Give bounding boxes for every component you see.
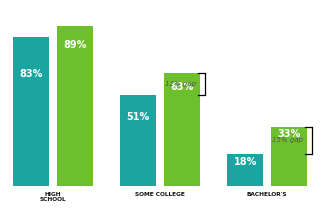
Bar [164,73,200,186]
Bar [13,37,49,186]
Text: 51%: 51% [126,112,150,122]
Text: 63%: 63% [170,82,194,92]
Text: 12% gap: 12% gap [164,81,196,87]
Bar [228,154,263,186]
Bar [271,127,307,186]
Text: BACHELOR'S: BACHELOR'S [247,192,287,197]
Text: HIGH
SCHOOL: HIGH SCHOOL [39,192,66,202]
Bar [120,95,156,186]
Text: 18%: 18% [234,157,257,167]
Text: SOME COLLEGE: SOME COLLEGE [135,192,185,197]
Bar [57,26,92,186]
Text: 89%: 89% [63,40,86,50]
Text: 83%: 83% [19,69,43,79]
Text: 15% gap: 15% gap [272,137,303,143]
Text: 33%: 33% [277,129,300,139]
